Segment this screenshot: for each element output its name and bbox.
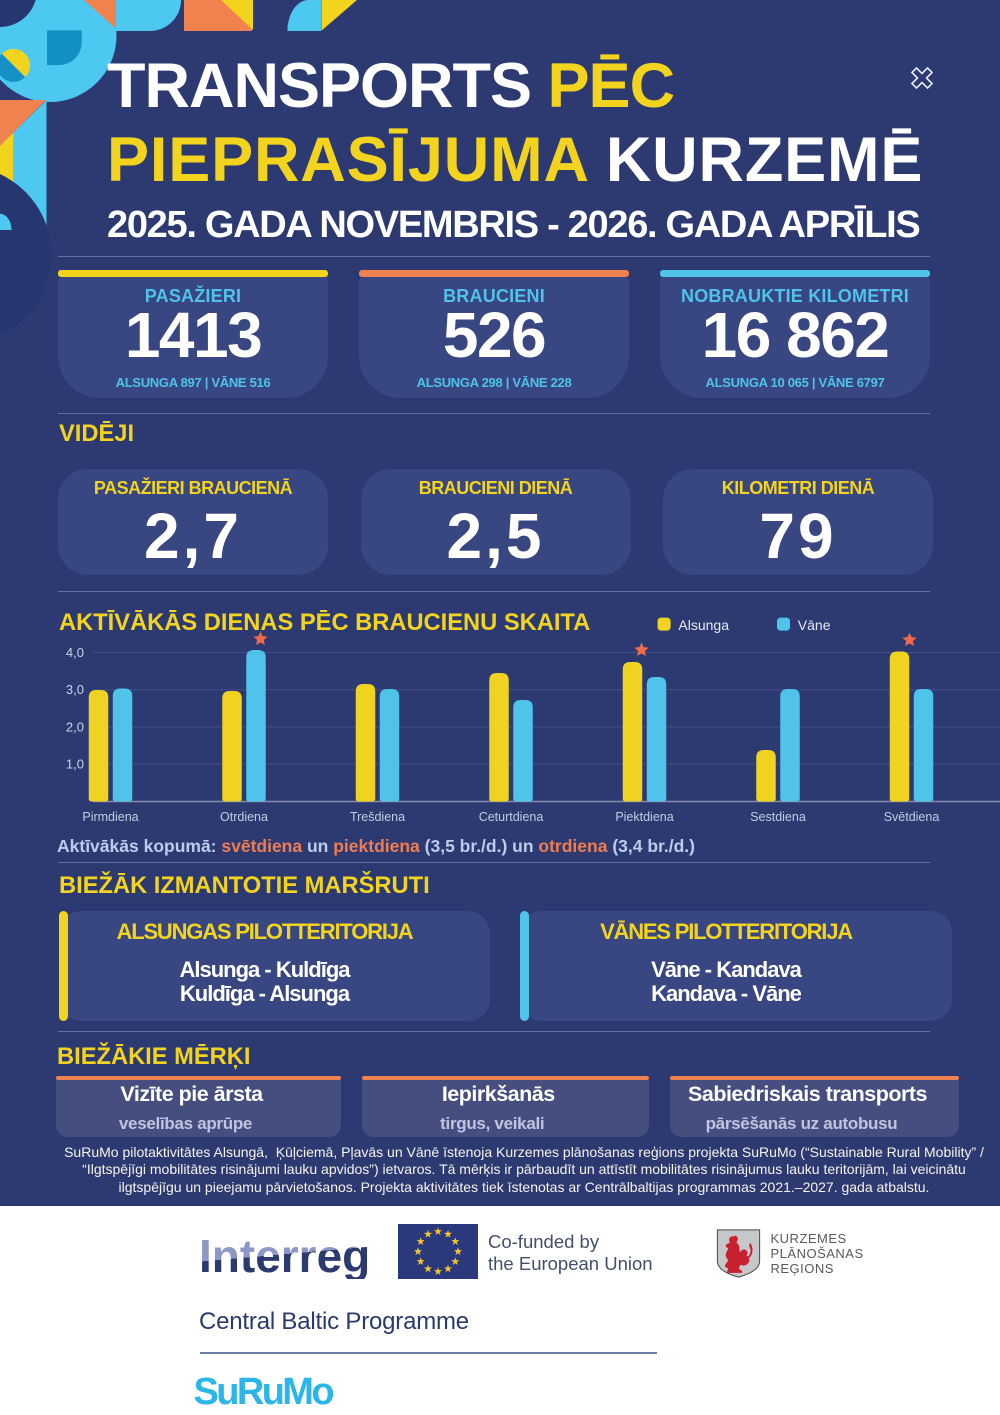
svg-text:Ceturtdiena: Ceturtdiena	[479, 810, 544, 824]
svg-text:2,0: 2,0	[66, 720, 84, 735]
svg-text:Trešdiena: Trešdiena	[350, 810, 405, 824]
svg-text:1,0: 1,0	[66, 757, 84, 772]
svg-text:Svētdiena: Svētdiena	[884, 810, 940, 824]
svg-text:3,0: 3,0	[66, 682, 84, 697]
svg-text:Vāne: Vāne	[798, 617, 831, 633]
svg-text:Piektdiena: Piektdiena	[615, 810, 673, 824]
svg-text:Sestdiena: Sestdiena	[750, 810, 806, 824]
svg-text:Pirmdiena: Pirmdiena	[82, 810, 138, 824]
svg-text:Alsunga: Alsunga	[678, 617, 729, 633]
svg-text:Otrdiena: Otrdiena	[220, 810, 268, 824]
svg-text:4,0: 4,0	[66, 645, 84, 660]
